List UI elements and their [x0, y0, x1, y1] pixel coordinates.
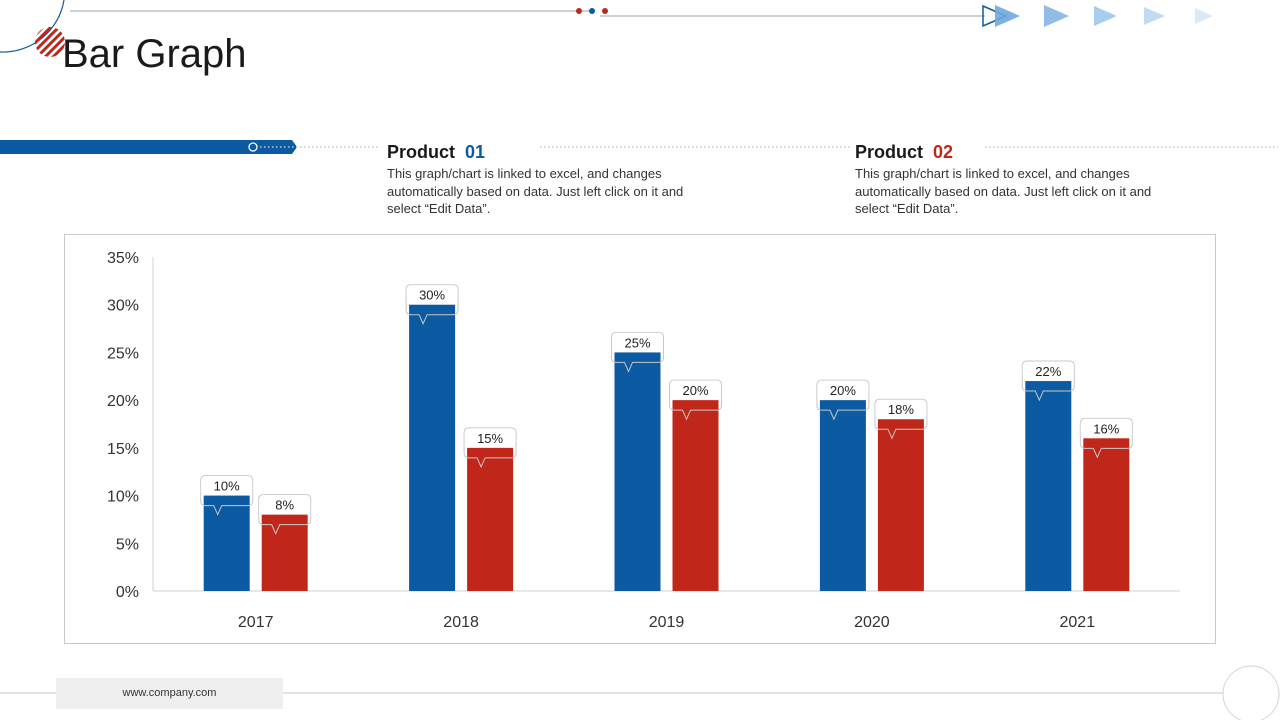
- slider-knob-icon: [248, 142, 258, 152]
- data-label: 20%: [682, 383, 708, 398]
- data-label-bg: [670, 380, 721, 400]
- data-label-callout: [611, 331, 664, 373]
- legend-number: 01: [465, 142, 486, 162]
- dot-icon: [589, 8, 595, 14]
- y-tick-label: 15%: [107, 441, 139, 458]
- bar-product-02: [467, 447, 514, 591]
- triangle-icon: [1044, 5, 1069, 27]
- chart-frame: [64, 234, 1216, 644]
- bar-product-02: [261, 514, 308, 591]
- data-label-callout: [405, 284, 459, 325]
- data-label-callout: [816, 379, 870, 421]
- y-tick-label: 10%: [107, 489, 139, 506]
- y-tick-label: 35%: [107, 250, 139, 267]
- data-label: 30%: [419, 288, 445, 303]
- data-label-callout: [1021, 360, 1075, 402]
- data-label-callout: [874, 398, 928, 440]
- data-label-bg: [464, 428, 516, 448]
- x-tick-label: 2021: [1060, 614, 1096, 631]
- bar-product-01: [203, 495, 250, 591]
- bar-product-01: [819, 400, 866, 591]
- triangle-icon: [1144, 7, 1165, 25]
- data-label: 20%: [830, 383, 856, 398]
- data-label-bg: [817, 380, 869, 400]
- bar-product-01: [614, 352, 661, 591]
- data-label: 25%: [624, 335, 650, 350]
- bar-product-02: [877, 419, 924, 591]
- y-tick-label: 25%: [107, 345, 139, 362]
- data-label-bg: [201, 476, 253, 496]
- dot-icon: [576, 8, 582, 14]
- x-tick-label: 2019: [649, 614, 685, 631]
- data-label: 15%: [477, 431, 503, 446]
- bar-product-01: [1025, 381, 1072, 591]
- data-label: 18%: [888, 402, 914, 417]
- data-label: 16%: [1093, 421, 1119, 436]
- x-tick-label: 2018: [443, 614, 479, 631]
- data-label-callout: [669, 379, 722, 421]
- data-label-callout: [200, 475, 254, 516]
- footer-circle: [1222, 665, 1280, 720]
- x-tick-label: 2017: [238, 614, 274, 631]
- legend-description: This graph/chart is linked to excel, and…: [387, 166, 684, 216]
- page-title: Bar Graph: [62, 32, 247, 76]
- data-label: 8%: [275, 498, 294, 513]
- data-label-callout: [1079, 417, 1133, 459]
- legend-product-02: Product 02 This graph/chart is linked to…: [855, 142, 1155, 218]
- bar-product-02: [672, 400, 719, 591]
- triangle-outline-icon: [982, 4, 1008, 28]
- data-label-callout: [258, 494, 312, 535]
- footer-url: www.company.com: [56, 678, 283, 709]
- data-label-bg: [612, 332, 663, 352]
- data-label-bg: [1022, 361, 1074, 381]
- legend-heading: Product 02: [855, 142, 1155, 163]
- triangle-icon: [995, 5, 1020, 27]
- legend-label: Product: [855, 142, 924, 162]
- x-tick-label: 2020: [854, 614, 890, 631]
- y-tick-label: 20%: [107, 393, 139, 410]
- data-label-bg: [406, 285, 458, 305]
- legend-number: 02: [933, 142, 954, 162]
- data-label: 22%: [1035, 364, 1061, 379]
- triangle-icon: [1094, 6, 1117, 26]
- data-label-callout: [463, 427, 517, 469]
- legend-product-01: Product 01 This graph/chart is linked to…: [387, 142, 687, 218]
- data-label-bg: [875, 399, 927, 419]
- legend-label: Product: [387, 142, 456, 162]
- data-label-bg: [1080, 418, 1132, 438]
- data-label-bg: [259, 495, 311, 515]
- legend-heading: Product 01: [387, 142, 687, 163]
- bar-product-02: [1083, 438, 1130, 591]
- y-tick-label: 30%: [107, 298, 139, 315]
- dot-icon: [602, 8, 608, 14]
- legend-description: This graph/chart is linked to excel, and…: [855, 166, 1152, 216]
- y-tick-label: 0%: [116, 584, 139, 601]
- triangle-icon: [1195, 8, 1213, 24]
- y-tick-label: 5%: [116, 536, 139, 553]
- bar-product-01: [409, 304, 456, 591]
- accent-bar: [0, 140, 297, 154]
- data-label: 10%: [214, 479, 240, 494]
